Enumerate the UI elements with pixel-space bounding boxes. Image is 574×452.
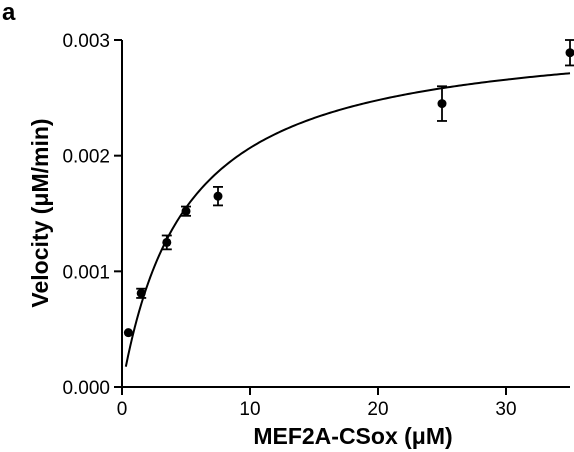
x-tick-label: 10 <box>239 399 260 420</box>
x-tick-label: 30 <box>495 399 516 420</box>
y-tick-label: 0.002 <box>62 147 110 168</box>
data-point <box>565 48 574 58</box>
x-axis-title: MEF2A-CSox (μM) <box>253 423 452 449</box>
data-point-group <box>136 287 147 299</box>
x-tick-label: 20 <box>367 399 388 420</box>
data-point <box>213 191 223 201</box>
panel-label: a <box>2 0 16 26</box>
x-tick-label: 0 <box>117 399 128 420</box>
data-point-group <box>123 328 133 338</box>
data-point <box>181 206 191 216</box>
y-tick-label: 0.003 <box>62 31 110 52</box>
data-point <box>437 99 447 109</box>
data-point-group <box>181 205 191 217</box>
data-point <box>123 328 133 338</box>
data-point <box>136 288 146 298</box>
fit-layer <box>124 72 571 367</box>
data-point-group <box>565 39 574 67</box>
y-axis-title: Velocity (μM/min) <box>27 118 53 307</box>
fit-curve <box>124 72 571 367</box>
data-point-group <box>213 185 223 207</box>
data-point <box>162 237 172 247</box>
x-axis: 0 10 20 30 <box>117 386 570 420</box>
data-point-group <box>161 234 172 251</box>
y-tick-label: 0.001 <box>62 262 110 283</box>
data-points <box>123 39 574 338</box>
data-point-group <box>437 85 447 122</box>
y-axis: 0.000 0.001 0.002 0.003 <box>62 31 123 399</box>
y-tick-label: 0.000 <box>62 378 110 399</box>
